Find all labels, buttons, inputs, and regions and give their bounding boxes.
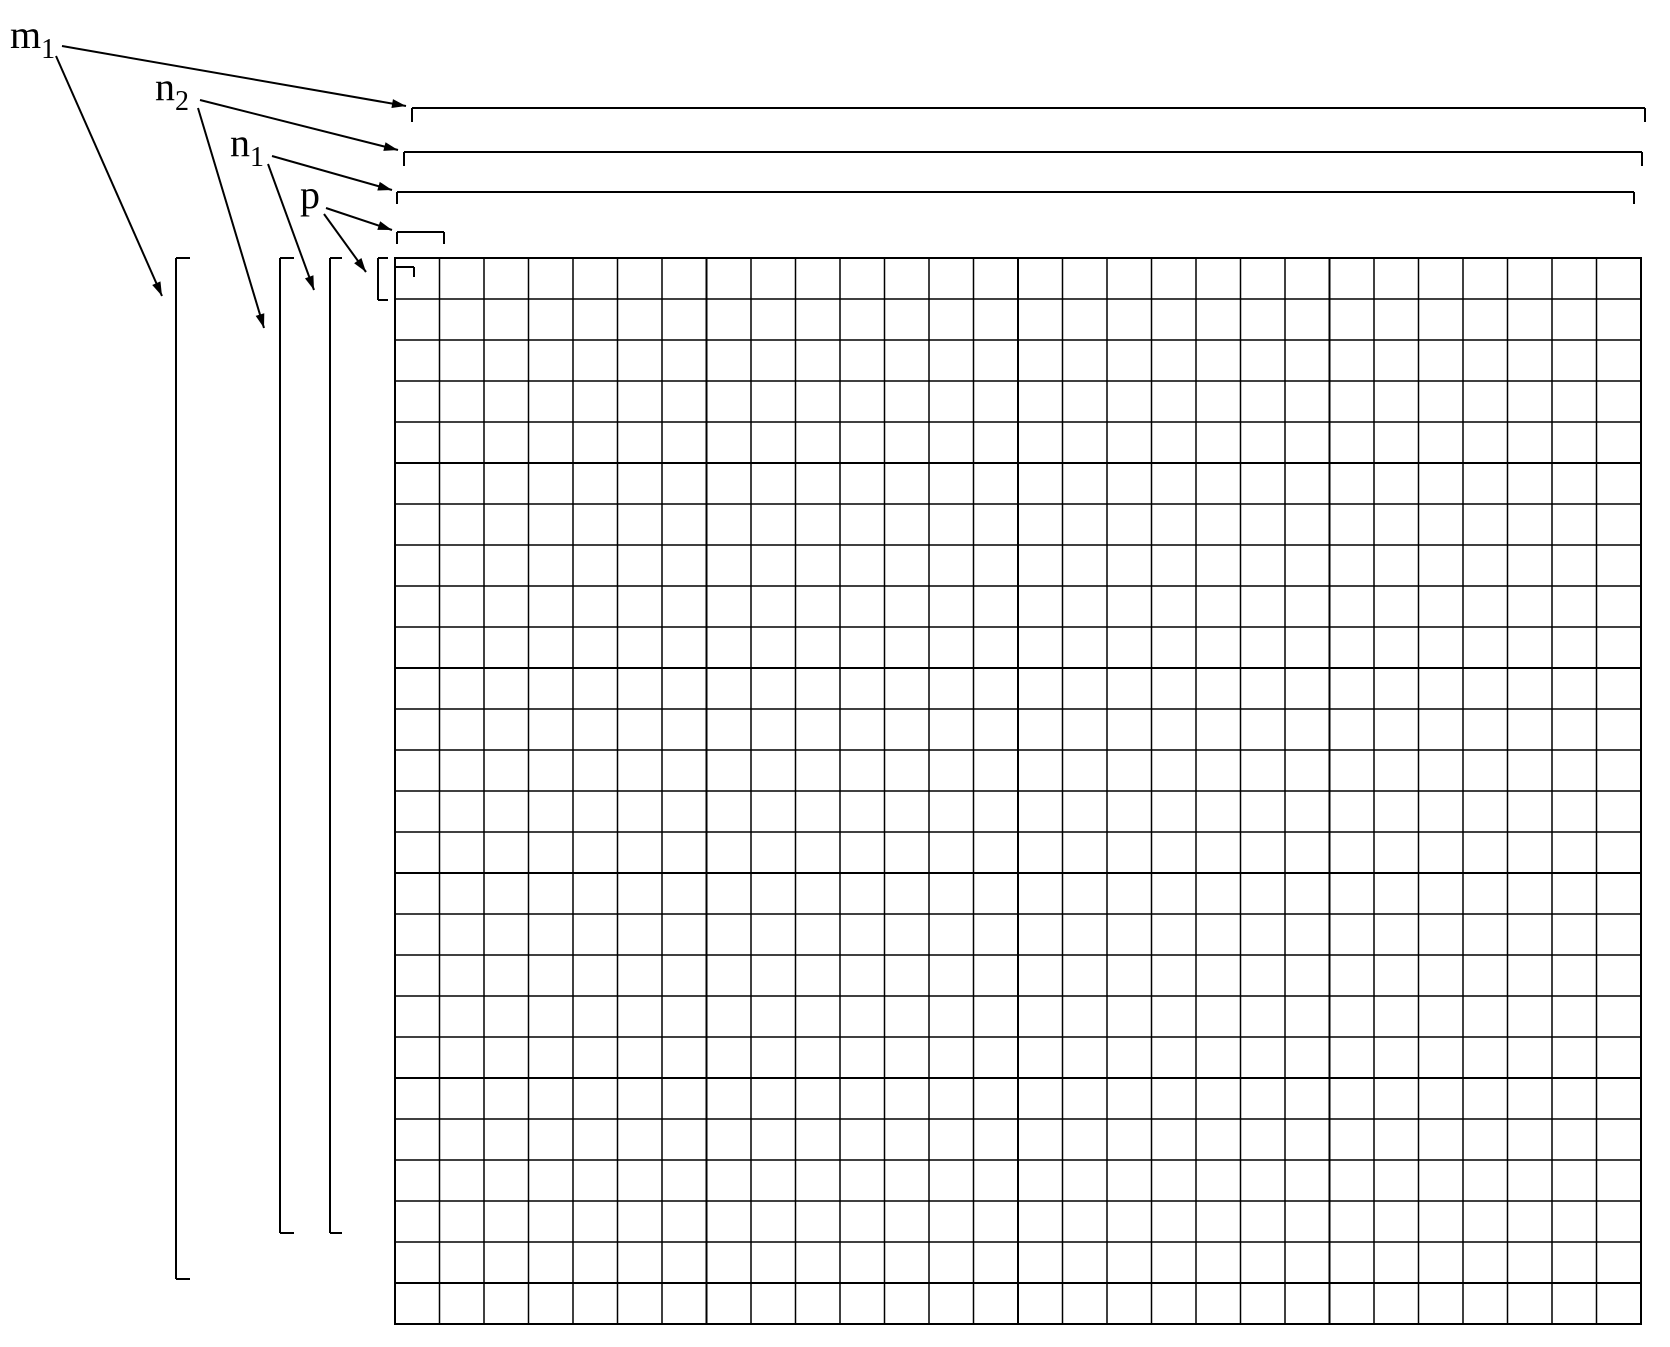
label-p: p (300, 172, 320, 217)
diagram-svg: m1n2n1p (0, 0, 1670, 1347)
